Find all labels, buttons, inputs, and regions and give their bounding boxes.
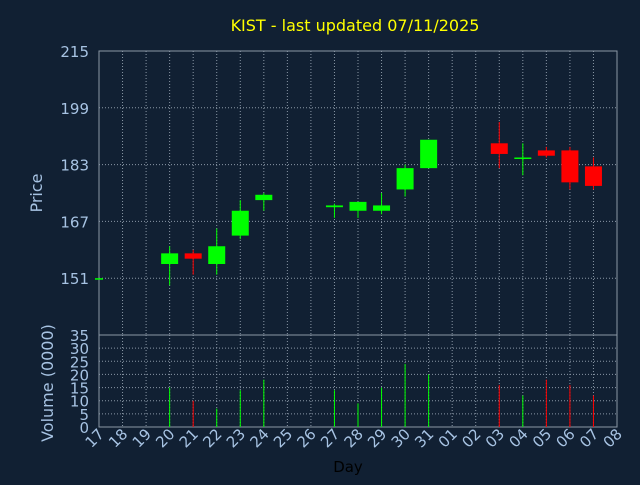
candle-body xyxy=(95,278,103,280)
x-tick-label: 29 xyxy=(364,425,390,451)
x-tick-label: 18 xyxy=(105,425,131,451)
volume-top-tick-label: 35 xyxy=(70,327,89,345)
price-tick-label: 167 xyxy=(60,213,89,231)
volume-tick-label: 30 xyxy=(70,340,89,358)
candle-body xyxy=(396,168,414,190)
price-tick-label: 215 xyxy=(60,43,89,61)
x-tick-label: 01 xyxy=(435,425,461,451)
candle-body xyxy=(373,205,391,211)
price-axis-label: Price xyxy=(27,173,46,212)
x-tick-label: 06 xyxy=(553,425,579,451)
x-tick-label: 19 xyxy=(129,425,155,451)
price-tick-label: 199 xyxy=(60,100,89,118)
price-tick-label: 151 xyxy=(60,270,89,288)
x-tick-label: 05 xyxy=(529,425,555,451)
x-tick-label: 02 xyxy=(458,425,484,451)
candle-body xyxy=(584,166,602,186)
x-tick-label: 24 xyxy=(246,425,272,451)
x-tick-label: 27 xyxy=(317,425,343,451)
x-tick-label: 31 xyxy=(411,425,437,451)
candle-body xyxy=(349,201,367,211)
volume-tick-label: 15 xyxy=(70,380,89,398)
price-tick-label: 183 xyxy=(60,157,89,175)
chart-title: KIST - last updated 07/11/2025 xyxy=(231,16,480,35)
volume-tick-label: 20 xyxy=(70,366,89,384)
volume-tick-label: 0 xyxy=(79,419,89,437)
candle-body xyxy=(161,253,179,264)
volume-axis-label: Volume (0000) xyxy=(38,324,57,442)
volume-tick-label: 25 xyxy=(70,353,89,371)
candle-body xyxy=(537,150,555,156)
candle-body xyxy=(208,246,226,264)
x-tick-label: 04 xyxy=(505,425,531,451)
candle-body xyxy=(420,139,438,169)
x-tick-label: 25 xyxy=(270,425,296,451)
x-tick-label: 20 xyxy=(152,425,178,451)
candle-body xyxy=(514,157,532,159)
candle-body xyxy=(231,210,249,236)
candle-body xyxy=(490,143,508,154)
x-tick-label: 30 xyxy=(388,425,414,451)
candle-body xyxy=(561,150,579,183)
volume-tick-label: 5 xyxy=(79,406,89,424)
x-tick-label: 26 xyxy=(294,425,320,451)
x-tick-label: 22 xyxy=(199,425,225,451)
x-tick-label: 08 xyxy=(600,425,626,451)
x-tick-label: 28 xyxy=(341,425,367,451)
candle-body xyxy=(184,253,202,259)
volume-tick-label: 10 xyxy=(70,393,89,411)
candle-body xyxy=(255,194,273,201)
x-tick-label: 23 xyxy=(223,425,249,451)
candle-body xyxy=(325,205,343,208)
x-tick-label: 07 xyxy=(576,425,602,451)
x-axis-label: Day xyxy=(333,458,363,476)
x-tick-label: 03 xyxy=(482,425,508,451)
x-tick-label: 21 xyxy=(176,425,202,451)
